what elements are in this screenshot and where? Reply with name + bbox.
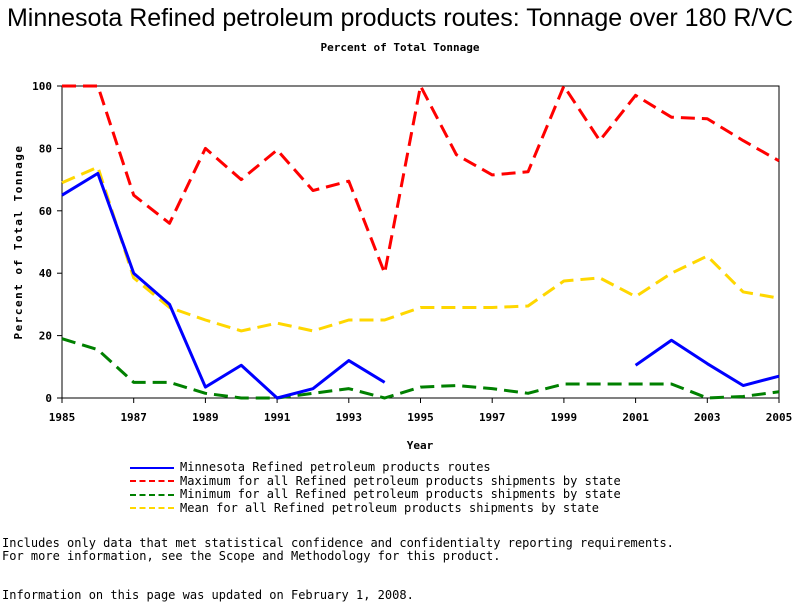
series-line xyxy=(634,338,780,388)
line-chart: 1985 1987 1989 1991 1993 1995 1997 1999 2001 2003… xyxy=(12,80,793,452)
x-tick-label: 1985 xyxy=(49,411,76,424)
x-tick-label: 1999 xyxy=(551,411,578,424)
series-line xyxy=(61,165,780,333)
x-axis: 1985 1987 1989 1991 1993 1995 1997 1999 2001 2003… xyxy=(49,398,793,424)
footnotes: Includes only data that met statistical … xyxy=(2,537,674,563)
x-tick-label: 2001 xyxy=(622,411,649,424)
x-tick-label: 2003 xyxy=(694,411,721,424)
y-axis-label: Percent of Total Tonnage xyxy=(12,145,25,340)
x-tick-label: 2005 xyxy=(766,411,793,424)
y-tick-label: 60 xyxy=(39,205,52,218)
chart-subtitle: Percent of Total Tonnage xyxy=(320,41,480,54)
y-tick-label: 40 xyxy=(39,267,52,280)
y-tick-label: 100 xyxy=(32,80,52,93)
legend-swatch xyxy=(130,493,174,496)
legend-item: Minimum for all Refined petroleum produc… xyxy=(130,487,621,502)
chart-title: Minnesota Refined petroleum products rou… xyxy=(6,4,794,32)
legend-swatch xyxy=(130,507,174,510)
x-tick-label: 1993 xyxy=(336,411,363,424)
series-line xyxy=(62,84,780,275)
legend-label: Mean for all Refined petroleum products … xyxy=(180,500,600,515)
legend-label: Minimum for all Refined petroleum produc… xyxy=(180,487,621,501)
x-tick-label: 1989 xyxy=(192,411,219,424)
series-layer xyxy=(61,84,780,400)
x-axis-label: Year xyxy=(407,439,434,452)
legend: Minnesota Refined petroleum products rou… xyxy=(130,460,621,516)
legend-swatch xyxy=(130,480,174,483)
plot-frame xyxy=(61,85,780,399)
y-tick-label: 80 xyxy=(39,142,52,155)
x-tick-label: 1995 xyxy=(407,411,434,424)
x-tick-label: 1987 xyxy=(120,411,147,424)
legend-item: Maximum for all Refined petroleum produc… xyxy=(130,473,621,489)
series-line xyxy=(61,171,386,400)
footnote-line: Includes only data that met statistical … xyxy=(2,536,674,550)
series-line xyxy=(61,337,780,400)
legend-item: Minnesota Refined petroleum products rou… xyxy=(130,460,621,475)
legend-label: Maximum for all Refined petroleum produc… xyxy=(180,473,621,488)
x-tick-label: 1991 xyxy=(264,411,291,424)
legend-swatch xyxy=(130,466,174,469)
update-note: Information on this page was updated on … xyxy=(2,588,414,602)
x-tick-label: 1997 xyxy=(479,411,506,424)
y-tick-label: 0 xyxy=(45,392,52,405)
footnote-line: For more information, see the Scope and … xyxy=(2,549,501,563)
y-axis: 0 20 40 60 80 100 xyxy=(32,80,62,405)
legend-label: Minnesota Refined petroleum products rou… xyxy=(180,460,491,474)
y-tick-label: 20 xyxy=(39,330,52,343)
legend-item: Mean for all Refined petroleum products … xyxy=(130,500,621,516)
